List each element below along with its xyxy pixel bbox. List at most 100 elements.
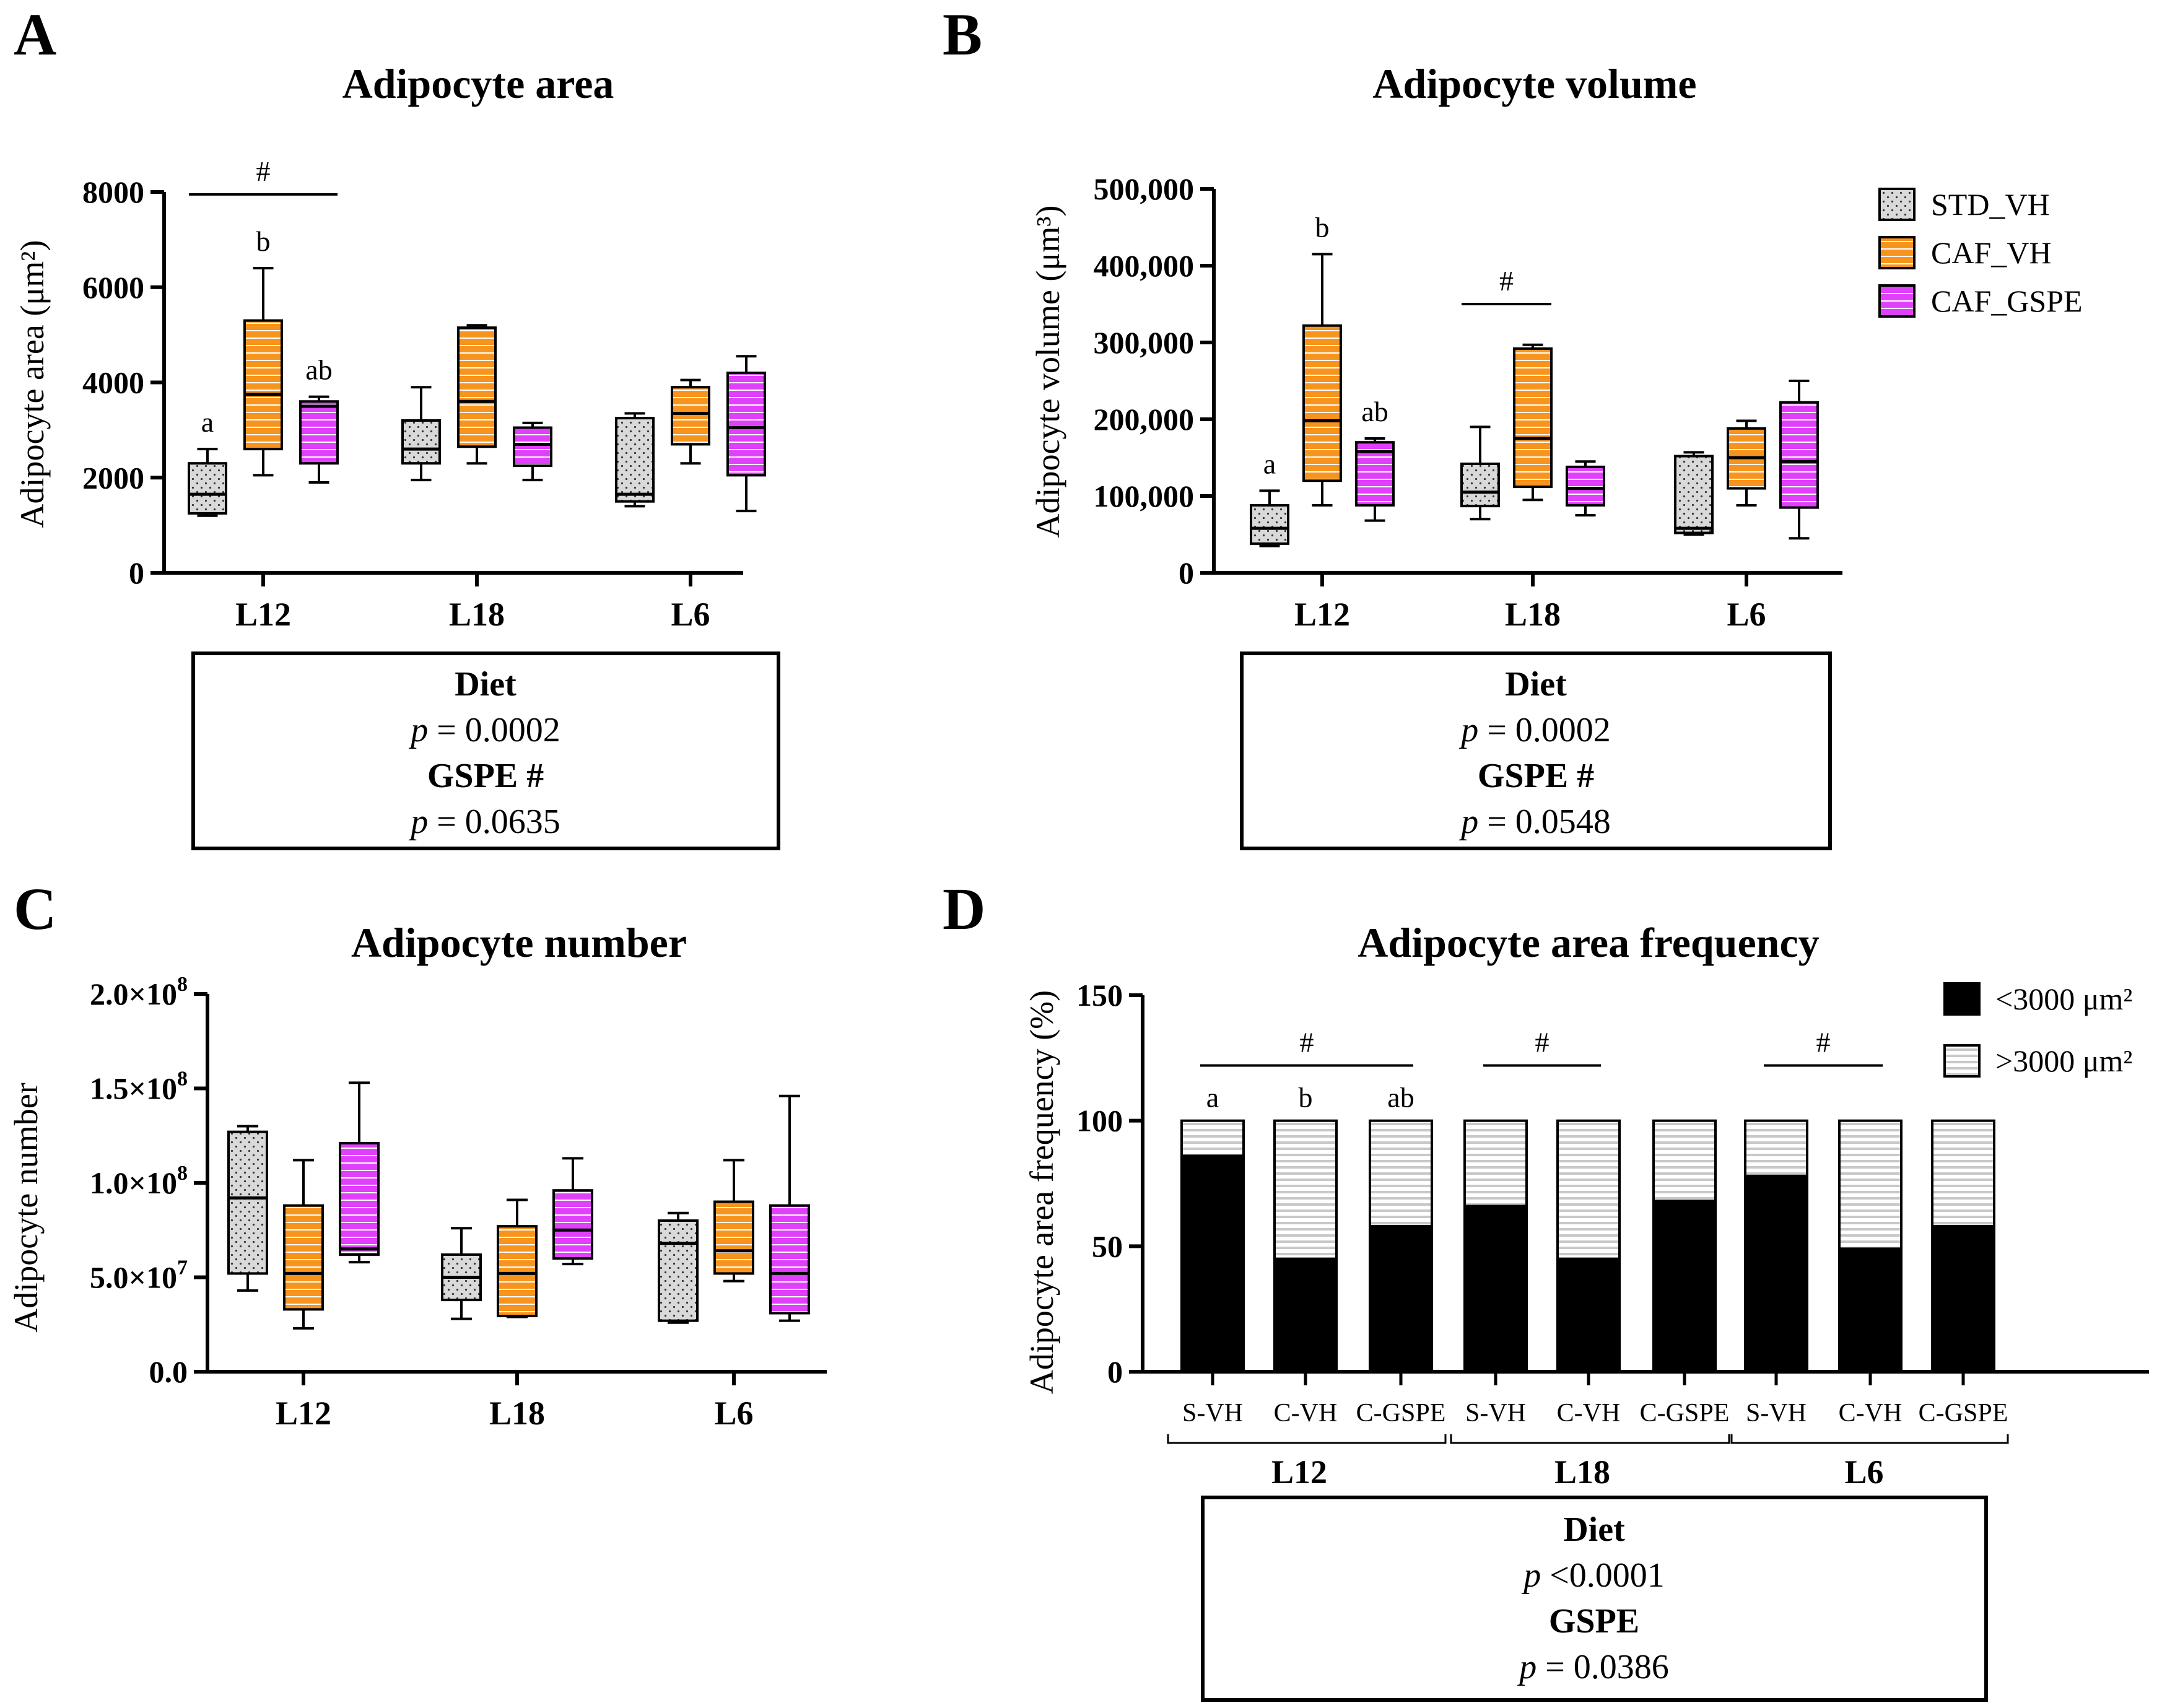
box-body (713, 1200, 754, 1275)
legend-swatch (1943, 982, 1981, 1016)
box-body (1779, 401, 1819, 509)
legend-swatch (1943, 1044, 1981, 1078)
stats-diet-p: p = 0.0002 (1458, 711, 1611, 749)
bar-segment-large (1463, 1119, 1528, 1208)
significance-letter: ab (1387, 1082, 1414, 1113)
legend: <3000 μm² >3000 μm² (1943, 982, 2132, 1078)
legend-item-large: >3000 μm² (1943, 1044, 2132, 1078)
box-caf (283, 1159, 324, 1330)
box-caf (713, 1159, 754, 1283)
x-tick-label: L18 (489, 1395, 545, 1432)
panel-d: D Adipocyte area frequency Adipocyte are… (943, 876, 2149, 1702)
y-tick-label: 6000 (82, 270, 144, 305)
bar-segment-large (1556, 1119, 1621, 1260)
x-tick-label: C-VH (1839, 1399, 1903, 1427)
box-gspe (1779, 380, 1819, 540)
box-caf (1727, 419, 1766, 507)
panel-a: A Adipocyte area Adipocyte area (μm²) 0 2… (14, 1, 780, 850)
legend-item-caf: CAF_VH (1878, 235, 2051, 270)
box-std (1460, 425, 1500, 521)
panel-letter: A (14, 1, 56, 68)
stats-diet-label: Diet (1563, 1510, 1625, 1549)
bar-segment-small (1838, 1247, 1903, 1374)
stats-box-frame (191, 651, 780, 850)
box-gspe (769, 1094, 810, 1322)
box-std (401, 386, 441, 482)
stats-gspe-p: p = 0.0386 (1517, 1648, 1669, 1686)
box-std (615, 412, 655, 508)
box-gspe (726, 355, 766, 513)
box-body (457, 326, 497, 448)
chart-title: Adipocyte area (342, 60, 614, 107)
x-tick-label: C-GSPE (1640, 1399, 1730, 1427)
box-gspe (552, 1157, 593, 1266)
x-tick-label: L12 (276, 1395, 331, 1432)
x-tick-label: L12 (1294, 596, 1350, 633)
stats-gspe-label: GSPE # (427, 757, 544, 795)
x-tick-label: L6 (714, 1395, 753, 1432)
legend-swatch (1878, 284, 1916, 318)
bar-segment-small (1652, 1200, 1717, 1373)
box-body (299, 400, 339, 465)
y-tick-label: 5.0×107 (90, 1257, 188, 1295)
box-gspe (1355, 437, 1395, 522)
box-body (615, 417, 655, 503)
legend-swatch (1878, 188, 1916, 221)
y-axis-label: Adipocyte area (μm²) (14, 240, 51, 528)
legend-item-gspe: CAF_GSPE (1878, 284, 2083, 318)
box-body (339, 1141, 380, 1256)
box-body (1513, 347, 1553, 489)
box-body (283, 1204, 324, 1311)
x-tick-label: S-VH (1182, 1399, 1243, 1427)
box-std (188, 448, 227, 517)
y-tick-label: 100,000 (1094, 479, 1195, 513)
box-std (441, 1227, 482, 1320)
significance-letter: b (1299, 1082, 1313, 1113)
box-caf (1513, 343, 1553, 502)
y-axis-label: Adipocyte area frequency (%) (1023, 990, 1060, 1394)
panel-b: B Adipocyte volume Adipocyte volume (μm³… (943, 1, 2083, 850)
stats-box: Diet p = 0.0002 GSPE # p = 0.0635 (191, 651, 780, 850)
bar-segment-large (1369, 1119, 1433, 1227)
y-tick-label: 0 (1107, 1354, 1123, 1389)
bar-segment-large (1180, 1119, 1245, 1157)
box-body (513, 426, 552, 468)
y-tick-label: 300,000 (1094, 325, 1195, 360)
stats-gspe-p: p = 0.0635 (408, 803, 560, 841)
y-tick-label: 200,000 (1094, 402, 1195, 437)
bar-segment-small (1463, 1205, 1528, 1373)
legend-label: >3000 μm² (1995, 1044, 2132, 1078)
box-gspe (339, 1081, 380, 1264)
box-body (552, 1189, 593, 1260)
box-body (401, 419, 441, 465)
x-tick-label: L18 (449, 596, 505, 633)
legend-swatch (1878, 236, 1916, 269)
stats-box-frame (1240, 651, 1832, 850)
box-body (227, 1130, 268, 1275)
bar-segment-large (1744, 1119, 1808, 1177)
significance-letter: ab (305, 354, 332, 386)
bar-segment-large (1838, 1119, 1903, 1250)
box-body (658, 1219, 699, 1322)
bar-segment-small (1556, 1257, 1621, 1373)
y-tick-label: 50 (1092, 1229, 1123, 1263)
stats-diet-p: p <0.0001 (1521, 1556, 1665, 1595)
significance-letter: a (1263, 448, 1276, 479)
x-tick-label: C-VH (1557, 1399, 1621, 1427)
box-gspe (513, 421, 552, 482)
bar-segment-small (1369, 1224, 1433, 1373)
legend-item-small: <3000 μm² (1943, 982, 2132, 1016)
panel-letter: D (943, 876, 985, 942)
panel-c: C Adipocyte number Adipocyte number 0.0 5… (7, 876, 827, 1432)
significance-letter: ab (1361, 396, 1388, 427)
x-tick-label: L6 (671, 596, 710, 633)
y-tick-label: 2.0×108 (90, 973, 188, 1011)
box-caf (497, 1198, 538, 1318)
chart-title: Adipocyte area frequency (1358, 919, 1819, 966)
stats-diet-p: p = 0.0002 (408, 711, 560, 749)
x-tick-label: S-VH (1465, 1399, 1526, 1427)
bar-segment-large (1652, 1119, 1717, 1203)
stats-gspe-label: GSPE # (1478, 757, 1594, 795)
bar-segment-large (1931, 1119, 1995, 1227)
legend: STD_VH CAF_VH CAF_GSPE (1878, 187, 2083, 318)
